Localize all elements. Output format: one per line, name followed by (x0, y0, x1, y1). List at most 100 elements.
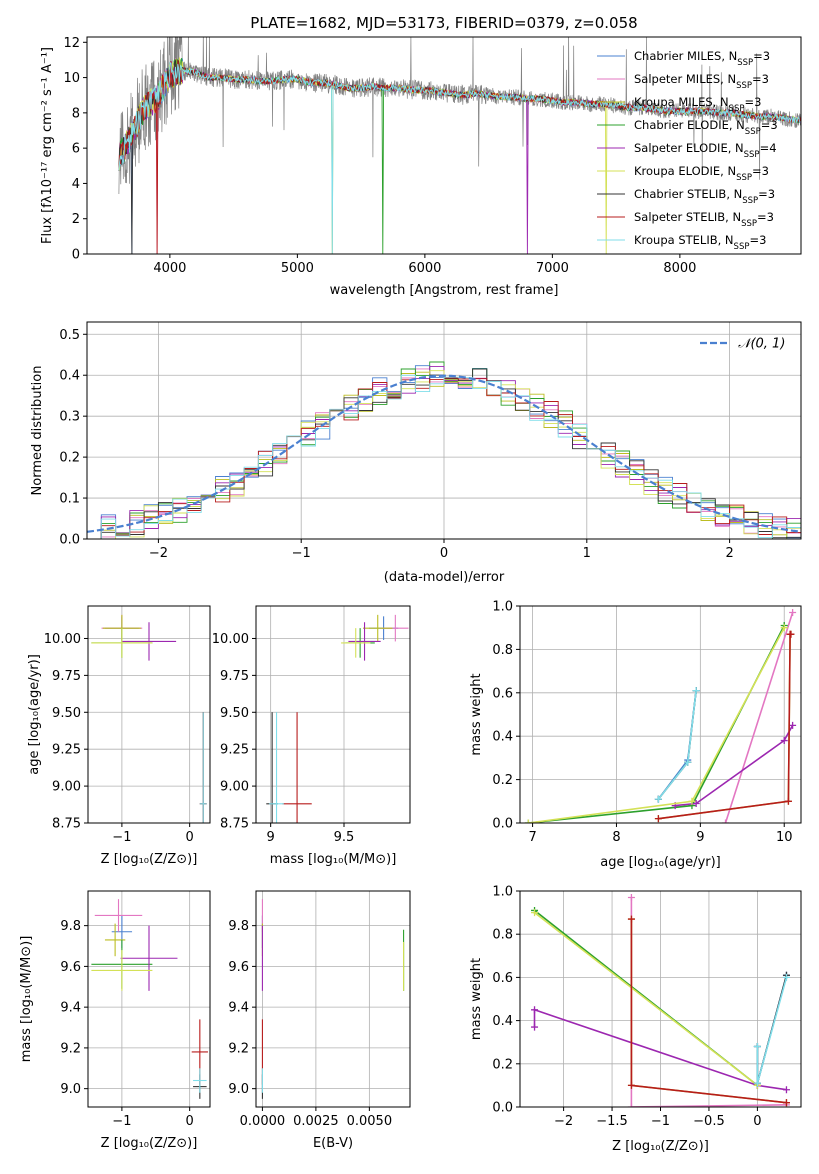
y-tick-label: 0.6 (492, 686, 513, 701)
weight-marker (753, 1079, 761, 1087)
mass-vs-EBV-panel: 0.0000 0.0025 0.0050 9.0 9.2 9.4 9.6 9.8 E(B-V) (228, 890, 411, 1151)
y-tick-label: 10.00 (44, 632, 81, 647)
errorbar-point (341, 628, 371, 658)
weight-series (722, 609, 797, 823)
y-tick-label: 0.6 (492, 971, 513, 986)
weight-marker (627, 1081, 635, 1089)
age-vs-Z-plot-area (91, 614, 207, 823)
x-axis-label: Z [log₁₀(Z/Z⊙)] (101, 1136, 198, 1151)
y-tick-label: 9.2 (60, 1041, 81, 1056)
x-tick-label: 10 (776, 830, 793, 845)
y-axis-label: mass weight (469, 958, 484, 1040)
weight-series (654, 687, 700, 803)
x-tick-label: −2 (554, 1114, 573, 1129)
y-tick-label: 9.25 (220, 743, 249, 758)
x-tick-label: 4000 (153, 261, 186, 276)
weight-marker (531, 909, 539, 917)
spectrum-panel: 4000 5000 6000 7000 8000 0 2 4 6 8 10 12 wavelength … (40, 14, 802, 298)
model-spectrum-line (118, 58, 801, 254)
weight-marker (722, 819, 730, 823)
x-tick-label: −1 (112, 830, 131, 845)
x-tick-label: −2 (149, 546, 168, 561)
axes-frame (86, 36, 802, 255)
x-tick-label: 6000 (408, 261, 441, 276)
weight-marker (782, 1086, 790, 1094)
axes-frame (87, 890, 211, 1108)
errorbar-point (348, 622, 381, 661)
y-tick-label: 0.3 (59, 410, 80, 425)
legend-label: 𝒩(0, 1) (738, 337, 785, 352)
model-spectrum-line (118, 58, 801, 254)
y-tick-label: 0.1 (59, 492, 80, 507)
chart-title: PLATE=1682, MJD=53173, FIBERID=0379, z=0… (250, 14, 637, 32)
y-tick-label: 9.6 (228, 960, 249, 975)
mass-vs-EBV-plot-area (261, 899, 405, 1099)
weight-marker (684, 758, 692, 766)
weight-marker (692, 799, 700, 807)
x-axis-label: Z [log₁₀(Z/Z⊙)] (101, 852, 198, 867)
y-tick-label: 9.25 (52, 743, 81, 758)
y-tick-label: 9.4 (60, 1001, 81, 1016)
y-tick-label: 8 (72, 106, 80, 121)
model-spectrum-line (118, 57, 801, 254)
errorbar-point (199, 712, 207, 823)
x-axis-label: E(B-V) (313, 1136, 353, 1151)
age-vs-Z-panel: −1 0 8.75 9.00 9.25 9.50 9.75 10.00 Z [log₁₀(Z/Z… (27, 605, 211, 867)
x-tick-label: −1.5 (596, 1114, 628, 1129)
legend-label: Chabrier ELODIE, NSSP=3 (634, 118, 778, 137)
y-tick-label: 9.4 (228, 1001, 249, 1016)
y-axis-label: mass weight (469, 673, 484, 755)
y-tick-label: 2 (72, 212, 80, 227)
weight-series (524, 624, 788, 823)
errorbar-point (282, 712, 312, 823)
x-axis-label: Z [log₁₀(Z/Z⊙)] (612, 1139, 709, 1154)
y-tick-label: 0.2 (492, 773, 513, 788)
x-tick-label: −0.5 (693, 1114, 725, 1129)
legend-label: Salpeter ELODIE, NSSP=4 (634, 141, 777, 160)
y-tick-label: 9.8 (228, 919, 249, 934)
model-spectrum-line (118, 59, 801, 254)
y-tick-label: 8.75 (220, 817, 249, 832)
y-tick-label: 9.6 (60, 960, 81, 975)
age-vs-mass-plot-area (266, 614, 409, 823)
x-tick-label: 0.0025 (293, 1114, 339, 1129)
y-tick-label: 9.8 (60, 919, 81, 934)
y-tick-label: 4 (72, 177, 80, 192)
x-tick-label: −1 (292, 546, 311, 561)
y-axis-label: Normed distribution (30, 366, 45, 496)
weight-line (528, 627, 785, 823)
y-tick-label: 10.00 (212, 632, 249, 647)
weight-series (531, 1006, 790, 1094)
residuals-panel: −2 −1 0 1 2 0.0 0.1 0.2 0.3 0.4 0.5 (data-model)/er… (30, 321, 802, 585)
y-tick-label: 0.0 (59, 533, 80, 548)
weight-vs-age-panel: 7 8 9 10 0.0 0.2 0.4 0.6 0.8 1.0 age [log₁₀(age/yr… (469, 600, 802, 870)
y-tick-label: 0.8 (492, 928, 513, 943)
y-tick-label: 12 (63, 36, 80, 51)
y-tick-label: 1.0 (492, 600, 513, 615)
y-tick-label: 0.4 (492, 1014, 513, 1029)
weight-marker (782, 973, 790, 981)
model-spectrum-line (118, 58, 801, 254)
weight-marker (524, 819, 532, 823)
errorbar-point (91, 950, 153, 991)
weight-marker (784, 797, 792, 805)
axes-frame (86, 321, 802, 540)
axes-frame (87, 605, 211, 824)
errorbar-point (269, 712, 284, 823)
legend-label: Kroupa STELIB, NSSP=3 (634, 233, 766, 252)
age-vs-mass-panel: 9 9.5 8.75 9.00 9.25 9.50 9.75 10.00 mass [log₁₀… (212, 605, 411, 867)
y-tick-label: 1.0 (492, 885, 513, 900)
weight-line (534, 911, 758, 1087)
axes-frame (255, 605, 411, 824)
weight-series (524, 622, 788, 823)
weight-marker (688, 797, 696, 805)
x-tick-label: 9 (267, 830, 275, 845)
y-axis-label: age [log₁₀(age/yr)] (27, 654, 42, 775)
weight-line (658, 633, 791, 820)
y-tick-label: 0 (72, 248, 80, 263)
x-tick-label: 2 (725, 546, 733, 561)
model-spectrum-line (118, 58, 801, 254)
errorbar-point (193, 1068, 207, 1093)
